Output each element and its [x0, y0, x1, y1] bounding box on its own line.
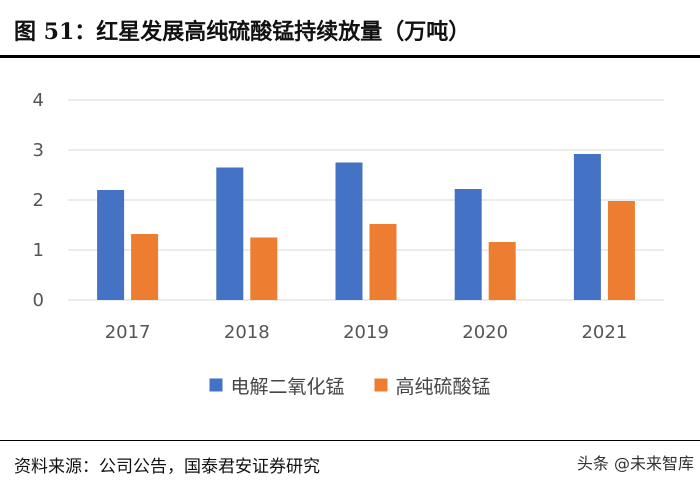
bars	[97, 154, 635, 300]
gridlines	[68, 99, 664, 301]
legend-label-2: 高纯硫酸锰	[396, 376, 491, 398]
bar-2020-series-1	[454, 189, 482, 300]
x-tick-label-2018: 2018	[224, 322, 270, 343]
bar-2018-series-1	[216, 167, 244, 300]
legend-label-1: 电解二氧化锰	[231, 376, 345, 398]
legend: 电解二氧化锰 高纯硫酸锰	[209, 376, 491, 398]
x-tick-label-2020: 2020	[462, 322, 508, 343]
bar-2017-series-1	[97, 190, 125, 300]
bar-chart: 0 1 2 3 4 2017 2018 2019 2020 2021 电解二氧化锰 高纯硫酸锰	[33, 90, 664, 398]
watermark-text: 头条 @未来智库	[576, 454, 694, 473]
y-tick-label-3: 3	[33, 140, 44, 161]
y-tick-label-1: 1	[33, 240, 44, 261]
figure-title: 图 51：红星发展高纯硫酸锰持续放量（万吨）	[14, 19, 471, 45]
bar-2019-series-1	[335, 162, 363, 300]
bar-2018-series-2	[250, 237, 278, 300]
y-tick-label-4: 4	[33, 90, 44, 111]
bar-2020-series-2	[488, 242, 516, 300]
x-axis: 2017 2018 2019 2020 2021	[105, 322, 628, 343]
x-tick-label-2021: 2021	[581, 322, 627, 343]
y-tick-label-2: 2	[33, 190, 44, 211]
bottom-rule	[0, 440, 700, 441]
x-tick-label-2017: 2017	[105, 322, 151, 343]
source-note: 资料来源：公司公告，国泰君安证券研究	[14, 457, 320, 477]
y-axis: 0 1 2 3 4	[33, 90, 44, 311]
bar-2019-series-2	[369, 224, 397, 300]
bar-2021-series-1	[573, 154, 601, 300]
y-tick-label-0: 0	[33, 290, 44, 311]
legend-swatch-1	[209, 378, 223, 392]
title-rule	[0, 55, 700, 58]
legend-swatch-2	[374, 378, 388, 392]
x-tick-label-2019: 2019	[343, 322, 389, 343]
bar-2021-series-2	[607, 201, 635, 300]
bar-2017-series-2	[131, 234, 159, 300]
